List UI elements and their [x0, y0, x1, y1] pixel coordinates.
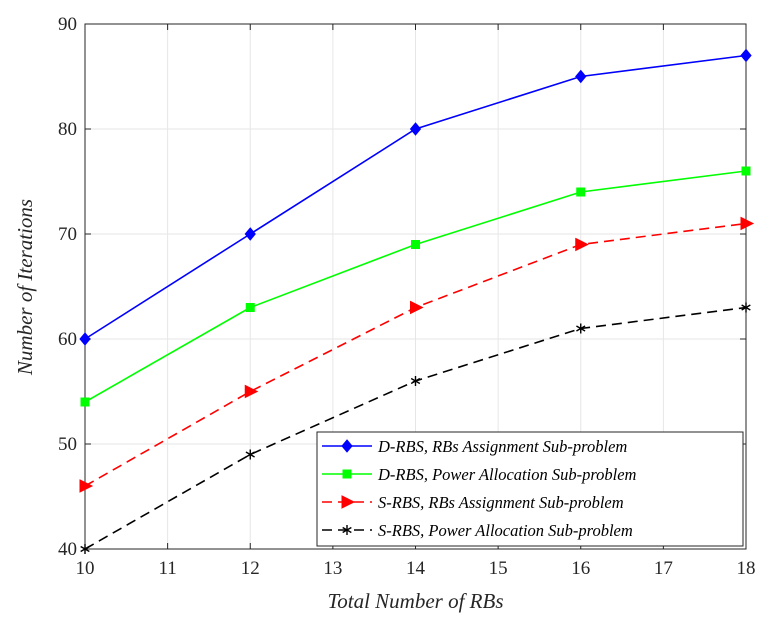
axis-ticks: 10 11 12 13 14 15 16 17 18 40 50 60 70 80 90 [58, 14, 756, 579]
legend-marker [341, 439, 353, 453]
legend-box [316, 431, 744, 547]
data-point-marker [80, 544, 90, 554]
y-tick-label: 60 [58, 329, 77, 350]
x-tick-label: 10 [76, 558, 95, 579]
legend-marker [342, 469, 352, 479]
legend-entry: S-RBS, Power Allocation Sub-problem [322, 521, 633, 540]
series-3 [79, 216, 755, 493]
series-4 [80, 302, 751, 554]
x-tick-label: 16 [571, 558, 590, 579]
data-point-marker [575, 237, 589, 252]
legend: D-RBS, RBs Assignment Sub-problem D-RBS, … [316, 431, 744, 547]
data-point-marker [244, 227, 256, 241]
legend-marker [342, 525, 352, 535]
data-point-marker [576, 323, 586, 334]
legend-entry: D-RBS, Power Allocation Sub-problem [322, 465, 637, 484]
data-point-marker [410, 300, 424, 315]
data-point-marker [245, 303, 255, 312]
x-tick-label: 11 [158, 558, 176, 579]
y-tick-label: 40 [58, 539, 77, 560]
data-point-marker [741, 302, 751, 313]
x-tick-label: 15 [489, 558, 508, 579]
data-point-marker [740, 48, 752, 63]
y-tick-label: 90 [58, 14, 77, 35]
legend-label: S-RBS, RBs Assignment Sub-problem [378, 493, 624, 512]
y-tick-label: 70 [58, 224, 77, 245]
data-point-marker [410, 376, 421, 386]
y-axis-label: Number of Iterations [13, 199, 37, 376]
x-tick-label: 18 [737, 558, 756, 579]
y-tick-label: 80 [58, 119, 77, 140]
data-point-marker [575, 69, 587, 84]
x-axis-label: Total Number of RBs [328, 589, 504, 613]
legend-label: D-RBS, Power Allocation Sub-problem [377, 465, 637, 484]
x-tick-label: 13 [323, 558, 342, 579]
legend-label: D-RBS, RBs Assignment Sub-problem [377, 437, 627, 456]
legend-label: S-RBS, Power Allocation Sub-problem [378, 521, 633, 540]
legend-entry: S-RBS, RBs Assignment Sub-problem [322, 493, 624, 512]
data-point-marker [411, 240, 420, 249]
data-point-marker [79, 479, 94, 493]
series-2 [80, 166, 751, 407]
data-point-marker [740, 216, 755, 231]
data-point-marker [409, 122, 422, 136]
data-point-marker [80, 397, 90, 407]
series-group [79, 48, 755, 554]
y-tick-label: 50 [58, 434, 77, 455]
legend-entry: D-RBS, RBs Assignment Sub-problem [322, 437, 627, 456]
data-point-marker [244, 384, 259, 399]
series-1 [79, 48, 752, 346]
data-point-marker [79, 332, 91, 346]
data-point-marker [741, 166, 751, 176]
x-tick-label: 12 [241, 558, 260, 579]
x-tick-label: 14 [406, 558, 426, 579]
x-tick-label: 17 [654, 558, 673, 579]
legend-marker [341, 495, 356, 509]
data-point-marker [576, 187, 586, 197]
data-point-marker [245, 449, 255, 460]
